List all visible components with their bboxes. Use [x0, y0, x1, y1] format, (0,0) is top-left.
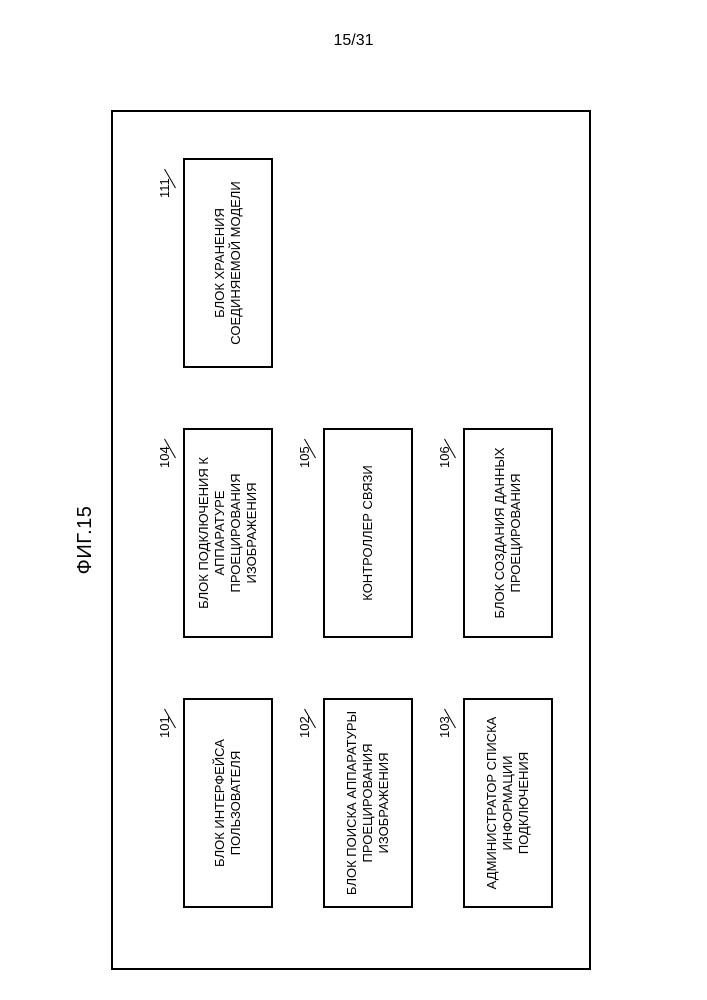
- block-103-label: АДМИНИСТРАТОР СПИСКА ИНФОРМАЦИИ ПОДКЛЮЧЕ…: [483, 708, 532, 898]
- block-111-label: БЛОК ХРАНЕНИЯ СОЕДИНЯЕМОЙ МОДЕЛИ: [211, 168, 244, 358]
- block-104-label: БЛОК ПОДКЛЮЧЕНИЯ К АППАРАТУРЕ ПРОЕЦИРОВА…: [195, 438, 260, 628]
- block-105-label: КОНТРОЛЛЕР СВЯЗИ: [359, 465, 375, 600]
- block-106: БЛОК СОЗДАНИЯ ДАННЫХ ПРОЕЦИРОВАНИЯ: [463, 428, 553, 638]
- outer-container-box: БЛОК ИНТЕРФЕЙСА ПОЛЬЗОВАТЕЛЯ 101 БЛОК ПО…: [111, 110, 591, 970]
- block-102-label: БЛОК ПОИСКА АППАРАТУРЫ ПРОЕЦИРОВАНИЯ ИЗО…: [343, 708, 392, 898]
- page: 15/31 ФИГ.15 БЛОК ИНТЕРФЕЙСА ПОЛЬЗОВАТЕЛ…: [0, 0, 707, 1000]
- ref-111: 111: [157, 178, 172, 198]
- block-105: КОНТРОЛЛЕР СВЯЗИ: [323, 428, 413, 638]
- block-103: АДМИНИСТРАТОР СПИСКА ИНФОРМАЦИИ ПОДКЛЮЧЕ…: [463, 698, 553, 908]
- block-101-label: БЛОК ИНТЕРФЕЙСА ПОЛЬЗОВАТЕЛЯ: [211, 708, 244, 898]
- figure: ФИГ.15 БЛОК ИНТЕРФЕЙСА ПОЛЬЗОВАТЕЛЯ 101 …: [74, 110, 634, 970]
- page-number: 15/31: [0, 32, 707, 50]
- block-111: БЛОК ХРАНЕНИЯ СОЕДИНЯЕМОЙ МОДЕЛИ: [183, 158, 273, 368]
- block-104: БЛОК ПОДКЛЮЧЕНИЯ К АППАРАТУРЕ ПРОЕЦИРОВА…: [183, 428, 273, 638]
- block-106-label: БЛОК СОЗДАНИЯ ДАННЫХ ПРОЕЦИРОВАНИЯ: [491, 438, 524, 628]
- block-102: БЛОК ПОИСКА АППАРАТУРЫ ПРОЕЦИРОВАНИЯ ИЗО…: [323, 698, 413, 908]
- figure-title: ФИГ.15: [74, 110, 97, 970]
- block-101: БЛОК ИНТЕРФЕЙСА ПОЛЬЗОВАТЕЛЯ: [183, 698, 273, 908]
